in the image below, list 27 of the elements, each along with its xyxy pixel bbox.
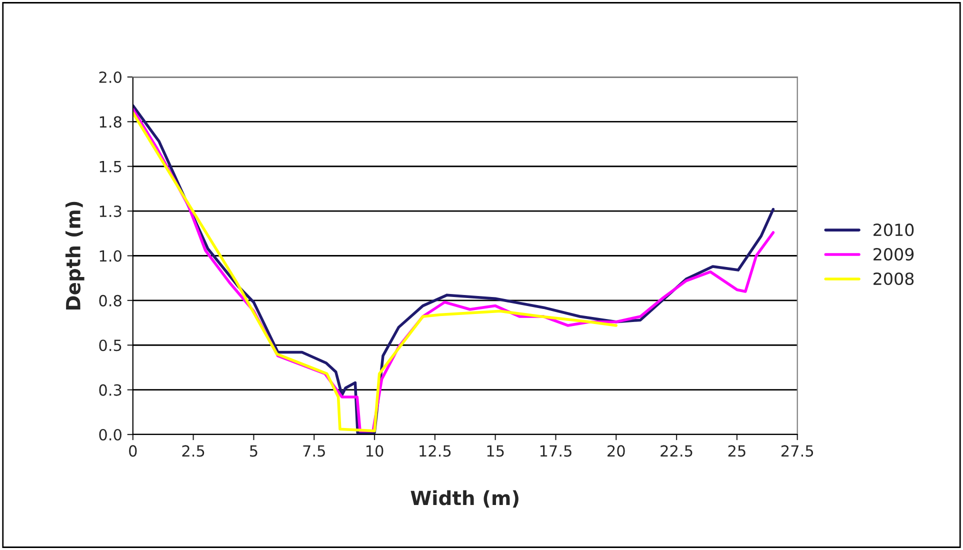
y-tick-label: 1.3 <box>100 206 122 218</box>
x-tick-label: 20 <box>608 445 625 457</box>
y-tick-label: 1.0 <box>100 250 122 262</box>
y-tick-label: 1.8 <box>100 116 122 128</box>
x-tick-label: 22.5 <box>660 445 692 457</box>
y-tick-label: 1.5 <box>100 161 122 172</box>
x-axis-title: Width (m) <box>410 490 518 508</box>
y-tick-label: 0.0 <box>99 428 122 441</box>
legend-label: 2009 <box>874 248 914 261</box>
y-tick-label: 0.8 <box>99 294 122 306</box>
x-tick-label: 5 <box>250 445 258 457</box>
x-tick-label: 10 <box>366 445 384 457</box>
x-tick-label: 0 <box>129 445 137 457</box>
x-tick-label: 17.5 <box>540 445 572 457</box>
legend-label: 2008 <box>874 272 914 286</box>
y-axis-title: Depth (m) <box>65 202 84 310</box>
x-tick-label: 15 <box>487 445 504 457</box>
x-tick-label: 7.5 <box>303 445 325 457</box>
x-tick-label: 12.5 <box>420 445 451 457</box>
line-series <box>132 111 618 432</box>
x-tick-label: 25 <box>728 445 746 457</box>
x-tick-label: 27.5 <box>781 445 814 457</box>
x-tick-label: 2.5 <box>182 445 204 457</box>
y-tick-label: 0.5 <box>99 340 122 352</box>
y-tick-label: 0.3 <box>99 384 122 396</box>
y-tick-label: 2.0 <box>99 71 122 84</box>
legend-label: 2010 <box>874 224 914 236</box>
